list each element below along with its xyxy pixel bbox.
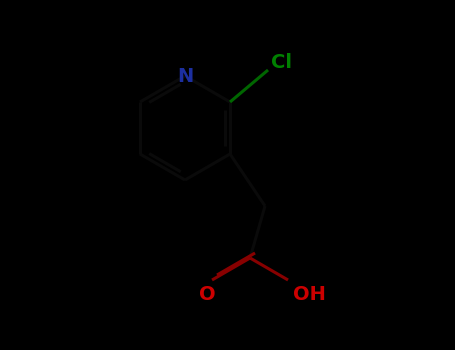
Text: O: O — [199, 285, 215, 304]
Text: N: N — [177, 66, 193, 85]
Text: OH: OH — [293, 285, 326, 304]
Text: Cl: Cl — [271, 52, 292, 71]
